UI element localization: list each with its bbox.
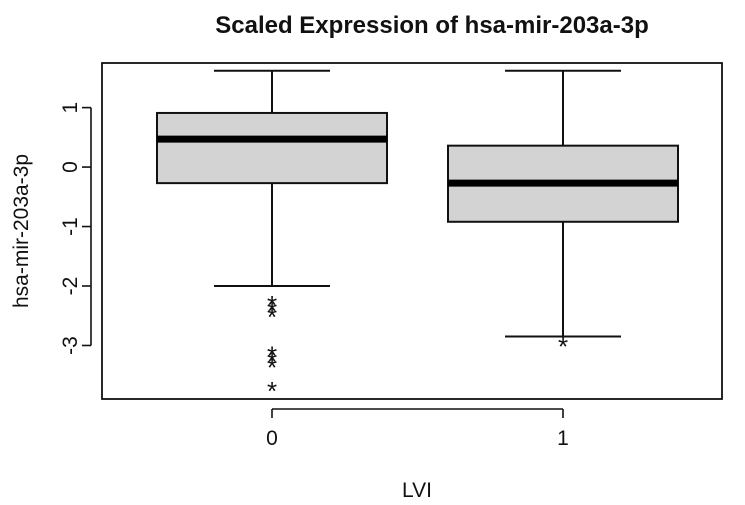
plot-frame [101,62,723,400]
x-tick-label: 0 [266,427,278,450]
outlier-point: * [267,296,277,326]
outlier-point: * [267,302,277,332]
box-group-0: ******* [156,69,388,406]
boxes-group: ******** [156,69,679,406]
y-tick-label: -1 [59,217,82,236]
y-tick-label: -2 [59,277,82,296]
x-tick-label: 1 [557,427,569,450]
chart-title: Scaled Expression of hsa-mir-203a-3p [215,12,649,39]
outlier-point: * [267,376,277,406]
y-axis-label: hsa-mir-203a-3p [10,154,33,308]
x-axis-label: LVI [402,479,432,502]
box-group-1: * [447,69,679,362]
y-tick-label: 1 [59,102,82,114]
y-axis: 1 0 -1 -2 -3 [59,102,92,355]
y-tick-label: 0 [59,161,82,173]
outlier-point: * [267,346,277,376]
outlier-point: * [267,352,277,382]
y-tick-label: -3 [59,336,82,355]
iqr-box [156,111,388,185]
outlier-point: * [558,332,568,362]
outlier-point: * [267,340,277,370]
outlier-point: * [267,290,277,320]
